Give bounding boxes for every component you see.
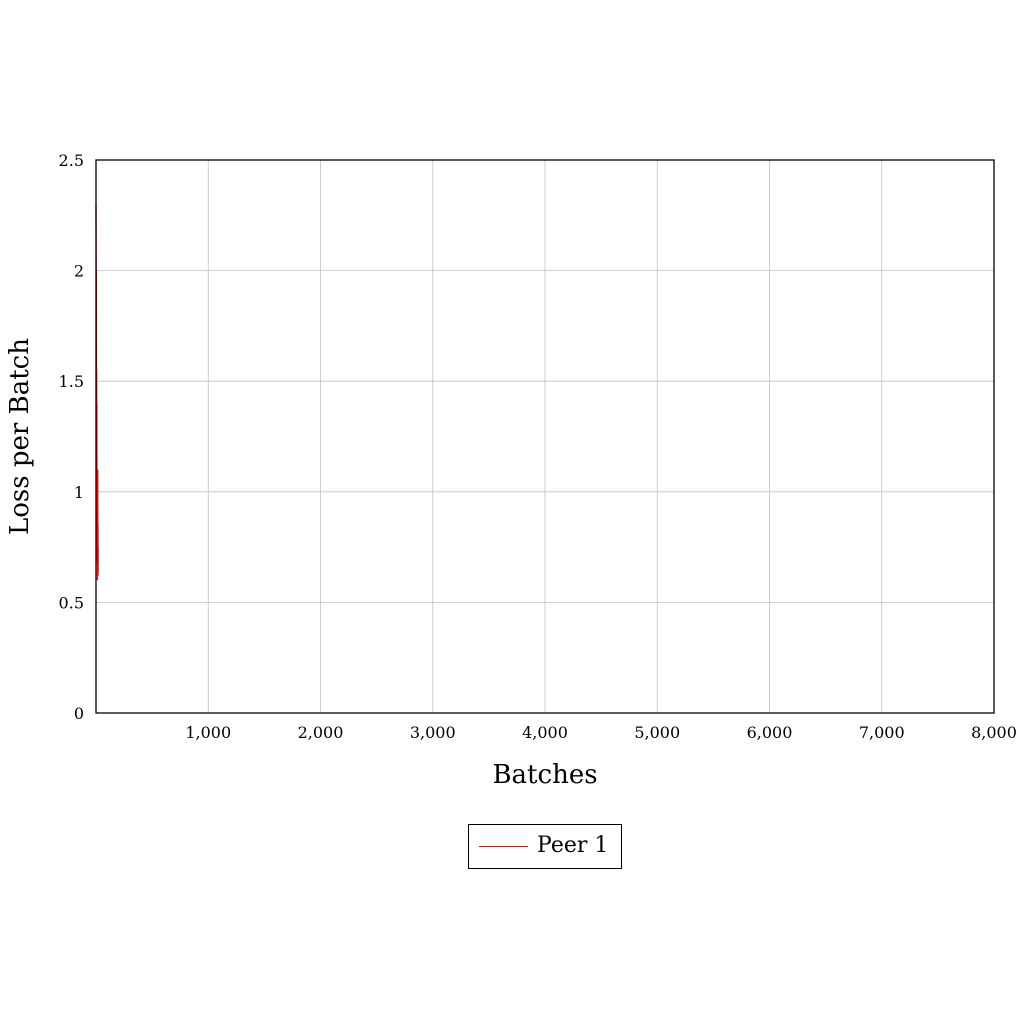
x-tick-label: 5,000	[634, 723, 680, 742]
y-axis-title: Loss per Batch	[5, 338, 35, 535]
y-tick-label: 0	[74, 704, 84, 723]
plot-frame	[95, 159, 995, 714]
x-tick-label: 2,000	[298, 723, 344, 742]
y-tick-label: 1	[74, 483, 84, 502]
y-tick-label: 1.5	[59, 372, 84, 391]
legend: Peer 1	[468, 824, 622, 869]
x-tick-label: 6,000	[747, 723, 793, 742]
grid	[96, 159, 995, 714]
x-tick-label: 3,000	[410, 723, 456, 742]
y-tick-label: 0.5	[59, 593, 84, 612]
legend-label-peer-1: Peer 1	[537, 833, 609, 858]
x-tick-label: 4,000	[522, 723, 568, 742]
x-axis-title: Batches	[492, 760, 597, 790]
x-tick-label: 7,000	[859, 723, 905, 742]
y-tick-label: 2	[74, 262, 84, 281]
x-tick-label: 8,000	[971, 723, 1017, 742]
x-tick-label: 1,000	[185, 723, 231, 742]
legend-swatch-peer-1	[479, 846, 528, 847]
tick-labels: 1,000 2,000 3,000 4,000 5,000 6,000 7,000 8,000…	[59, 151, 1017, 742]
y-tick-label: 2.5	[59, 151, 84, 170]
